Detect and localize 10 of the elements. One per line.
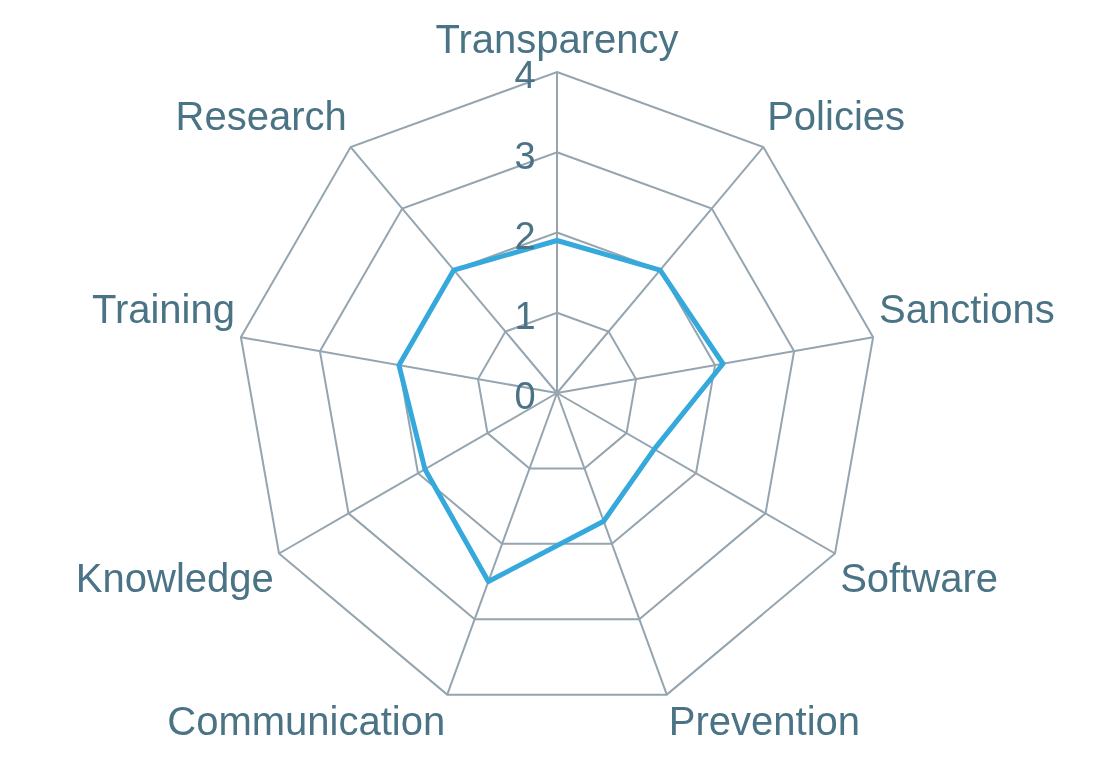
spoke-label: Training	[91, 287, 235, 332]
spoke-label: Transparency	[435, 17, 679, 62]
spoke-label: Communication	[167, 699, 446, 744]
spoke-label: Sanctions	[879, 287, 1055, 332]
spoke-label: Prevention	[668, 699, 861, 744]
spoke-label: Policies	[767, 93, 906, 138]
spoke-label: Knowledge	[75, 555, 274, 600]
spoke-label: Research	[175, 93, 347, 138]
y-tick-label: 0	[514, 375, 536, 418]
spoke-label: Software	[840, 555, 999, 600]
